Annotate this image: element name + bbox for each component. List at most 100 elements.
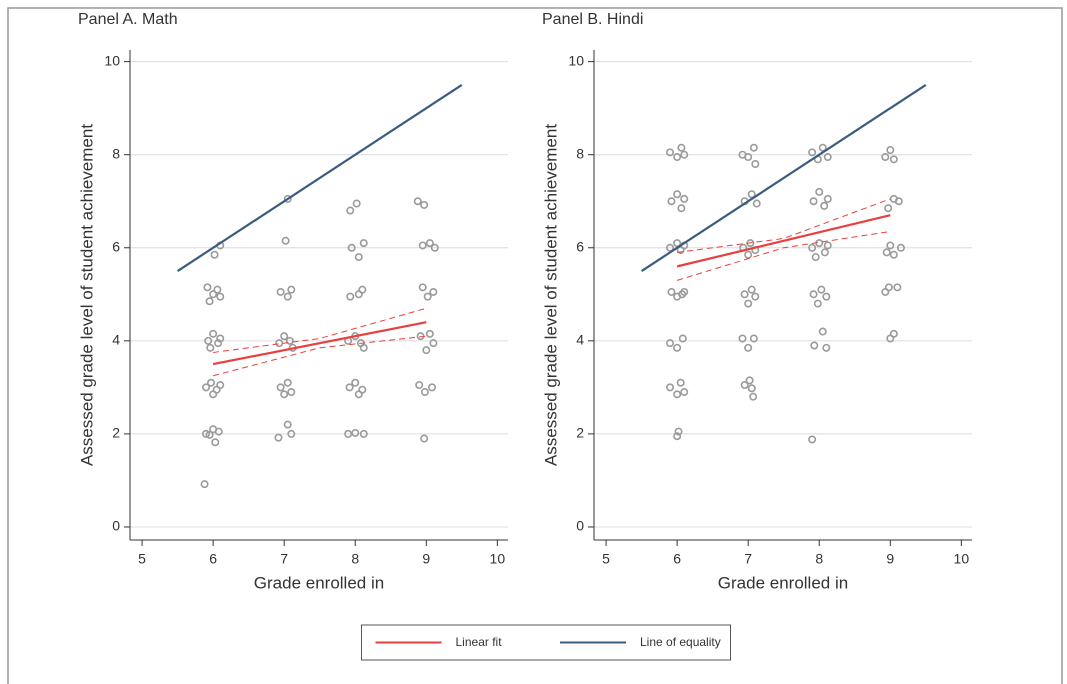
data-point (674, 427, 683, 436)
x-tick-label: 7 (280, 551, 288, 567)
data-point (216, 292, 225, 301)
data-point (673, 153, 682, 162)
data-point (359, 239, 368, 248)
data-point (882, 248, 891, 257)
data-point (359, 343, 368, 352)
data-point (666, 339, 675, 348)
data-point (418, 241, 427, 250)
data-point (211, 438, 220, 447)
data-point (283, 292, 292, 301)
data-point (203, 283, 212, 292)
data-point (216, 381, 225, 390)
data-point (744, 250, 753, 259)
data-point (673, 343, 682, 352)
data-point (808, 243, 817, 252)
data-point (351, 378, 360, 387)
data-point (209, 390, 218, 399)
data-point (344, 429, 353, 438)
data-point (817, 285, 826, 294)
data-point (429, 287, 438, 296)
data-point (425, 329, 434, 338)
data-point (747, 190, 756, 199)
data-point (204, 336, 213, 345)
x-tick-label: 6 (209, 551, 217, 567)
data-point (747, 384, 756, 393)
y-tick-label: 10 (104, 52, 120, 68)
data-point (823, 153, 832, 162)
data-point (752, 199, 761, 208)
data-point (667, 197, 676, 206)
data-point (423, 292, 432, 301)
y-tick-label: 4 (576, 332, 584, 348)
data-point (283, 378, 292, 387)
data-point (206, 343, 215, 352)
data-point (673, 190, 682, 199)
data-point (287, 388, 296, 397)
data-point (822, 343, 831, 352)
y-axis-title: Assessed grade level of student achievem… (541, 124, 560, 466)
y-tick-label: 6 (112, 238, 120, 254)
data-point (354, 253, 363, 262)
data-point (283, 420, 292, 429)
data-point (276, 383, 285, 392)
data-point (808, 435, 817, 444)
y-tick-label: 8 (112, 145, 120, 161)
data-point (287, 429, 296, 438)
data-point (673, 432, 682, 441)
data-point (346, 292, 355, 301)
data-point (214, 427, 223, 436)
data-point (209, 290, 218, 299)
data-point (751, 292, 760, 301)
data-point (287, 285, 296, 294)
data-point (425, 239, 434, 248)
panel-title: Panel B. Hindi (542, 11, 643, 28)
data-point (889, 250, 898, 259)
data-point (884, 283, 893, 292)
confidence-band (677, 198, 891, 253)
data-point (676, 378, 685, 387)
panel-title: Panel A. Math (78, 11, 178, 28)
data-point (740, 381, 749, 390)
data-point (216, 334, 225, 343)
data-point (274, 433, 283, 442)
x-tick-label: 5 (602, 551, 610, 567)
data-point (667, 287, 676, 296)
data-point (680, 388, 689, 397)
data-point (352, 199, 361, 208)
data-point (744, 153, 753, 162)
x-tick-label: 7 (744, 551, 752, 567)
legend-label: Linear fit (456, 635, 503, 649)
data-point (673, 239, 682, 248)
data-point (822, 292, 831, 301)
legend: Linear fit Line of equality (361, 624, 731, 661)
data-point (881, 153, 890, 162)
data-point (207, 378, 216, 387)
y-tick-label: 2 (576, 425, 584, 441)
data-point (666, 383, 675, 392)
data-point (420, 434, 429, 443)
data-point (673, 390, 682, 399)
data-point (749, 143, 758, 152)
data-point (280, 332, 289, 341)
data-point (422, 346, 431, 355)
line (676, 214, 891, 268)
data-point (818, 327, 827, 336)
data-point (347, 243, 356, 252)
data-point (275, 339, 284, 348)
y-tick-label: 2 (112, 425, 120, 441)
x-tick-label: 9 (886, 551, 894, 567)
data-point (413, 197, 422, 206)
data-point (666, 243, 675, 252)
data-point (889, 155, 898, 164)
data-point (677, 143, 686, 152)
confidence-band (213, 307, 427, 353)
x-tick-label: 10 (490, 551, 506, 567)
y-tick-label: 8 (576, 145, 584, 161)
legend-label: Line of equality (640, 635, 721, 649)
data-point (429, 339, 438, 348)
data-point (747, 285, 756, 294)
data-point (884, 204, 893, 213)
confidence-band (213, 335, 427, 377)
data-point (820, 201, 829, 210)
line (177, 83, 463, 272)
